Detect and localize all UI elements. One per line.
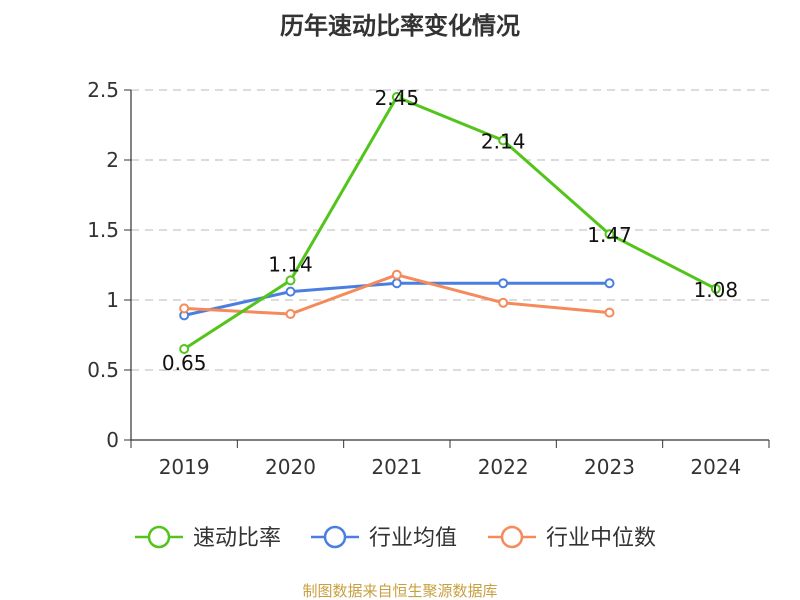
chart-title: 历年速动比率变化情况 bbox=[280, 12, 520, 40]
series-1-point-2021 bbox=[391, 278, 402, 289]
series-1-point-2022 bbox=[498, 278, 509, 289]
series-0-line bbox=[183, 95, 717, 351]
data-label-2021: 2.45 bbox=[375, 86, 420, 110]
series-0-point-2019 bbox=[179, 344, 190, 354]
data-label-2020: 1.14 bbox=[268, 252, 313, 276]
legend-label: 行业均值 bbox=[369, 526, 457, 551]
legend-label: 速动比率 bbox=[193, 526, 281, 551]
y-tick-label: 0.5 bbox=[87, 358, 119, 382]
series-0-point-2023 bbox=[604, 229, 615, 240]
x-tick-label-2020: 2020 bbox=[265, 455, 316, 479]
series-2-point-2023 bbox=[604, 307, 615, 318]
series-2-point-2022 bbox=[498, 297, 509, 308]
series-1-point-2023 bbox=[604, 278, 615, 289]
legend-item-0: 速动比率 bbox=[135, 525, 281, 551]
y-tick-label: 1 bbox=[106, 288, 119, 312]
y-tick-label: 1.5 bbox=[87, 218, 119, 242]
series-1-point-2020 bbox=[285, 286, 296, 297]
legend-marker bbox=[323, 525, 347, 549]
series-2-point-2019 bbox=[179, 303, 190, 314]
series-layer bbox=[179, 92, 721, 354]
y-tick-label: 2.5 bbox=[87, 78, 119, 102]
legend-marker bbox=[500, 525, 524, 549]
legend-item-2: 行业中位数 bbox=[488, 525, 656, 551]
x-tick-label-2023: 2023 bbox=[584, 455, 635, 479]
x-tick-label-2021: 2021 bbox=[371, 455, 422, 479]
x-tick-label-2024: 2024 bbox=[690, 455, 741, 479]
series-0-point-2020 bbox=[285, 275, 296, 286]
data-labels: 0.65 1.14 2.45 2.14 1.47 1.08 bbox=[162, 86, 738, 375]
axes: 0 0.5 1 1.5 2 2.5 2019 2020 2021 2022 2023 2024 bbox=[87, 78, 770, 479]
data-label-2023: 1.47 bbox=[587, 223, 632, 247]
data-label-2019: 0.65 bbox=[162, 351, 207, 375]
series-2-point-2020 bbox=[285, 309, 296, 319]
series-0-point-2024 bbox=[710, 283, 721, 294]
y-tick-label: 0 bbox=[106, 428, 119, 452]
data-label-2022: 2.14 bbox=[481, 129, 526, 153]
y-tick-label: 2 bbox=[106, 148, 119, 172]
x-tick-label-2019: 2019 bbox=[159, 455, 210, 479]
x-tick-label-2022: 2022 bbox=[478, 455, 529, 479]
legend-item-1: 行业均值 bbox=[311, 525, 457, 551]
grid-lines bbox=[131, 89, 769, 371]
legend: 速动比率 行业均值 行业中位数 bbox=[135, 525, 656, 551]
data-label-2024: 1.08 bbox=[694, 278, 739, 302]
source-note: 制图数据来自恒生聚源数据库 bbox=[302, 582, 497, 600]
series-2-point-2021 bbox=[391, 269, 402, 280]
series-0-point-2022 bbox=[498, 135, 509, 146]
series-0-point-2021 bbox=[391, 92, 402, 102]
legend-marker bbox=[147, 525, 171, 549]
legend-label: 行业中位数 bbox=[546, 526, 656, 551]
